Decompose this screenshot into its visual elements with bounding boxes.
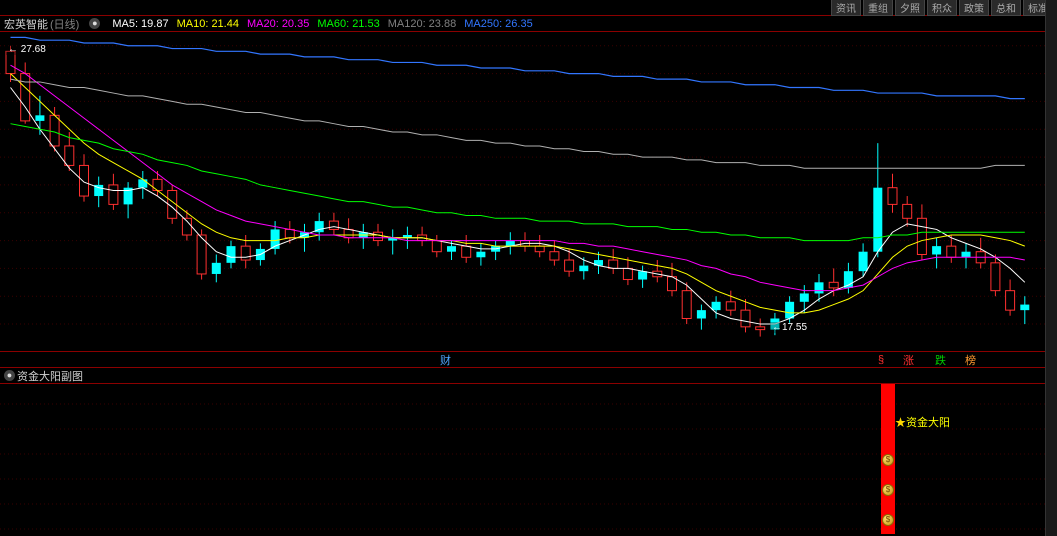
ma-MA60: MA60: 21.53	[317, 18, 379, 30]
sub-chart-title: 资金大阳副图	[17, 368, 83, 384]
sub-chart-title-row: ● 资金大阳副图	[0, 368, 1057, 384]
bottom-label[interactable]: 涨	[903, 352, 914, 368]
top-btn[interactable]: 资讯	[831, 0, 861, 16]
chart-title-row: 宏英智能 (日线) ● MA5: 19.87 MA10: 21.44 MA20: 2…	[0, 16, 1057, 32]
top-buttons-holder: 资讯重组夕照积众政策总和标准	[831, 0, 1053, 16]
top-btn[interactable]: 总和	[991, 0, 1021, 16]
top-btn[interactable]: 重组	[863, 0, 893, 16]
ma-MA120: MA120: 23.88	[388, 18, 457, 30]
bottom-label[interactable]: 榜	[965, 352, 976, 368]
stock-name[interactable]: 宏英智能	[4, 16, 48, 32]
price-low-label: ←17.55	[770, 322, 809, 333]
settings-icon[interactable]: ●	[89, 18, 100, 29]
sub-settings-icon[interactable]: ●	[4, 370, 15, 381]
period-label: (日线)	[50, 16, 79, 32]
candlestick-chart[interactable]: ← 27.68 ←17.55	[0, 32, 1057, 352]
coin-icon: $	[882, 484, 894, 496]
capital-sun-label: ★资金大阳	[895, 414, 950, 430]
price-high-label: ← 27.68	[6, 44, 48, 55]
top-toolbar: 资讯重组夕照积众政策总和标准	[0, 0, 1057, 16]
bottom-label[interactable]: §	[878, 354, 884, 366]
ma-indicators: MA5: 19.87 MA10: 21.44 MA20: 20.35 MA60: 21…	[112, 18, 532, 30]
bottom-label[interactable]: 跌	[935, 352, 946, 368]
chart-svg	[0, 32, 1045, 352]
ma-MA10: MA10: 21.44	[177, 18, 239, 30]
sub-chart[interactable]: ★资金大阳 $ $ $	[0, 384, 1057, 534]
ma-MA250: MA250: 26.35	[464, 18, 533, 30]
ma-MA20: MA20: 20.35	[247, 18, 309, 30]
top-btn[interactable]: 夕照	[895, 0, 925, 16]
chart-bottom-row: 财 § 涨 跌 榜	[0, 352, 1057, 368]
top-btn[interactable]: 政策	[959, 0, 989, 16]
bottom-label[interactable]: 财	[440, 352, 451, 368]
ma-MA5: MA5: 19.87	[112, 18, 168, 30]
coin-icon: $	[882, 454, 894, 466]
top-btn[interactable]: 积众	[927, 0, 957, 16]
coin-icon: $	[882, 514, 894, 526]
right-scrollbar[interactable]	[1045, 0, 1057, 536]
